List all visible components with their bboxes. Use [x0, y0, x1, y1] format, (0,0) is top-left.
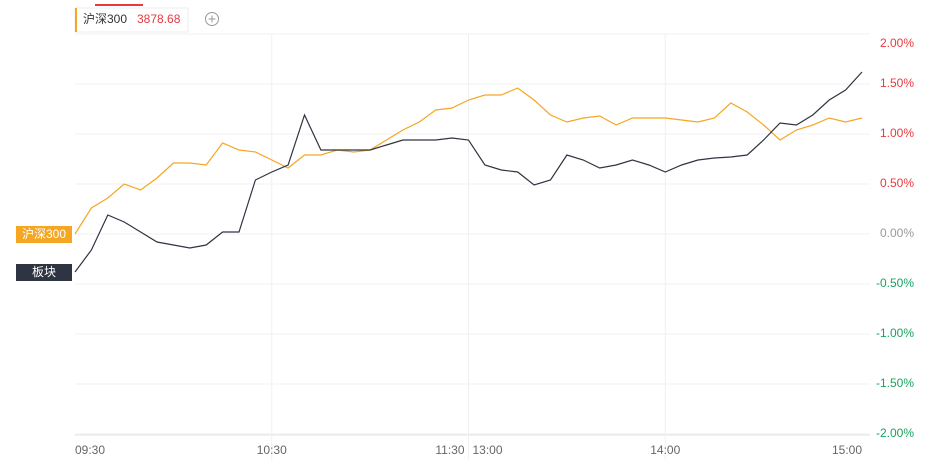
x-tick-label: 11:30 — [435, 443, 464, 457]
tab-indicator — [95, 4, 143, 6]
y-tick-label: 0.50% — [880, 176, 914, 190]
y-tick-label: 0.00% — [880, 226, 914, 240]
legend-swatch — [75, 8, 77, 32]
y-tick-label: 1.00% — [880, 126, 914, 140]
y-tick-label: 2.00% — [880, 36, 914, 50]
legend-name: 沪深300 — [83, 12, 127, 26]
add-icon — [208, 15, 216, 23]
y-tick-label: -1.50% — [876, 376, 914, 390]
series-line — [74, 71, 863, 273]
x-tick-label: 13:00 — [473, 443, 503, 457]
series-tag — [16, 226, 72, 243]
y-tick-label: -2.00% — [876, 426, 914, 440]
y-tick-label: -1.00% — [876, 326, 914, 340]
series-tag — [16, 264, 72, 281]
series-line — [74, 87, 863, 235]
y-tick-label: -0.50% — [876, 276, 914, 290]
series-tag-label: 沪深300 — [22, 227, 66, 241]
x-tick-label: 09:30 — [75, 443, 105, 457]
x-tick-label: 15:00 — [832, 443, 862, 457]
y-tick-label: 1.50% — [880, 76, 914, 90]
series-tag-label: 板块 — [32, 265, 56, 279]
legend-value: 3878.68 — [137, 12, 181, 26]
x-tick-label: 14:00 — [650, 443, 680, 457]
x-tick-label: 10:30 — [257, 443, 287, 457]
legend-box — [74, 7, 189, 33]
add-button[interactable] — [205, 12, 219, 26]
